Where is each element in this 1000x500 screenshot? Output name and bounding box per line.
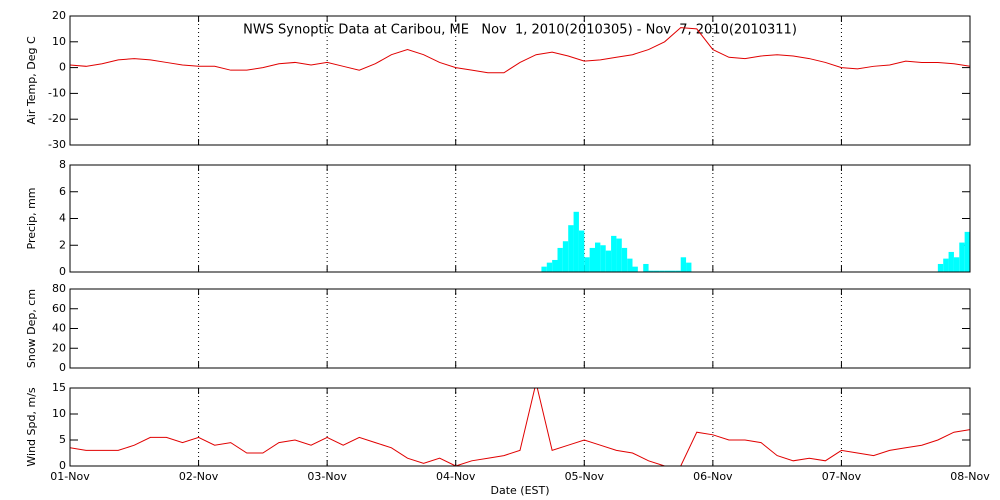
bar xyxy=(541,266,547,272)
bar xyxy=(584,257,590,272)
x-tick-label: 07-Nov xyxy=(822,470,862,483)
bar xyxy=(552,259,558,272)
y-tick-label: 8 xyxy=(59,158,66,171)
y-tick-label: 5 xyxy=(59,433,66,446)
panel-frame xyxy=(69,15,971,146)
plot-area xyxy=(70,27,970,74)
bar xyxy=(648,270,654,272)
y-tick-label: 60 xyxy=(52,302,66,315)
panel-frame xyxy=(69,164,971,273)
data-line xyxy=(70,388,970,466)
y-tick-label: 0 xyxy=(59,265,66,278)
data-line xyxy=(70,27,970,74)
bar xyxy=(632,266,638,272)
x-tick-label: 04-Nov xyxy=(436,470,476,483)
panel-frame xyxy=(69,387,971,467)
plot-area xyxy=(541,211,970,272)
bar xyxy=(686,262,692,272)
y-tick-label: 4 xyxy=(59,212,66,225)
bar xyxy=(600,245,606,272)
chart-title: NWS Synoptic Data at Caribou, ME Nov 1, … xyxy=(243,23,797,38)
bar xyxy=(611,235,617,272)
y-tick-label: 10 xyxy=(52,407,66,420)
bar xyxy=(589,247,595,272)
bar xyxy=(573,211,579,272)
y-tick-label: 40 xyxy=(52,322,66,335)
bar xyxy=(948,251,954,272)
bar xyxy=(653,270,660,272)
y-tick-label: -30 xyxy=(48,138,66,151)
y-tick-label: 80 xyxy=(52,282,66,295)
bar xyxy=(964,231,970,272)
bar xyxy=(943,258,949,272)
y-tick-label: 0 xyxy=(59,361,66,374)
bar xyxy=(605,250,612,272)
x-axis-label: Date (EST) xyxy=(490,484,549,497)
y-tick-label: 0 xyxy=(59,61,66,74)
x-tick-label: 03-Nov xyxy=(307,470,347,483)
bar xyxy=(937,263,944,272)
y-tick-label: 0 xyxy=(59,459,66,472)
y-tick-label: 20 xyxy=(52,9,66,22)
bar xyxy=(953,257,960,272)
x-tick-label: 06-Nov xyxy=(693,470,733,483)
y-tick-label: 15 xyxy=(52,381,66,394)
bar xyxy=(627,258,633,272)
x-tick-label: 01-Nov xyxy=(50,470,90,483)
x-tick-label: 05-Nov xyxy=(565,470,605,483)
x-tick-label: 08-Nov xyxy=(950,470,990,483)
y-axis-label: Air Temp, Deg C xyxy=(25,36,38,125)
bar xyxy=(664,270,670,272)
bar xyxy=(959,242,965,272)
y-tick-label: -10 xyxy=(48,86,66,99)
bar xyxy=(546,262,553,272)
bar xyxy=(616,238,622,272)
bar xyxy=(659,270,665,272)
bar xyxy=(578,230,585,272)
bar xyxy=(675,270,681,272)
bar xyxy=(670,270,676,272)
bar xyxy=(562,241,569,272)
y-tick-label: 2 xyxy=(59,238,66,251)
bar xyxy=(680,257,687,272)
plot-area xyxy=(70,388,970,466)
x-tick-label: 02-Nov xyxy=(179,470,219,483)
y-tick-label: 20 xyxy=(52,341,66,354)
y-tick-label: -20 xyxy=(48,112,66,125)
y-tick-label: 10 xyxy=(52,35,66,48)
y-axis-label: Precip, mm xyxy=(25,188,38,250)
y-axis-label: Wind Spd, m/s xyxy=(25,387,38,467)
bar xyxy=(643,263,649,272)
bar xyxy=(595,242,601,272)
bar xyxy=(557,247,563,272)
y-axis-label: Snow Dep, cm xyxy=(25,289,38,368)
panel-frame xyxy=(69,288,971,369)
bar xyxy=(621,247,628,272)
y-tick-label: 6 xyxy=(59,185,66,198)
bar xyxy=(568,225,574,272)
